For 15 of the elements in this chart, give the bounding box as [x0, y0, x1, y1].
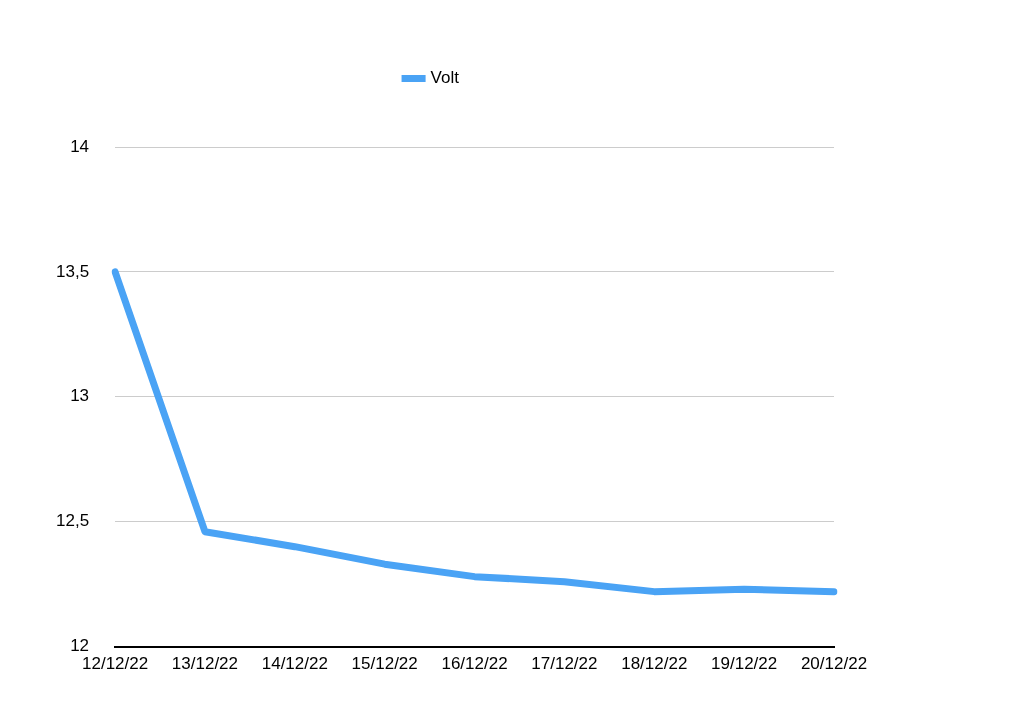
x-tick-label: 16/12/22: [441, 654, 508, 674]
y-tick-label: 12,5: [55, 511, 90, 531]
x-tick-label: 20/12/22: [800, 654, 868, 674]
legend-label: Volt: [430, 68, 460, 88]
x-tick-label: 19/12/22: [711, 654, 778, 674]
x-tick-label: 17/12/22: [531, 654, 598, 674]
x-tick-label: 13/12/22: [171, 654, 239, 674]
y-tick-label: 13: [70, 386, 90, 406]
y-tick-label: 13,5: [55, 261, 90, 281]
x-tick-label: 14/12/22: [261, 654, 328, 674]
y-tick-label: 14: [70, 136, 90, 156]
x-tick-label: 15/12/22: [351, 654, 418, 674]
x-tick-label: 12/12/22: [81, 654, 149, 674]
y-tick-label: 12: [70, 636, 90, 656]
x-tick-label: 18/12/22: [621, 654, 688, 674]
